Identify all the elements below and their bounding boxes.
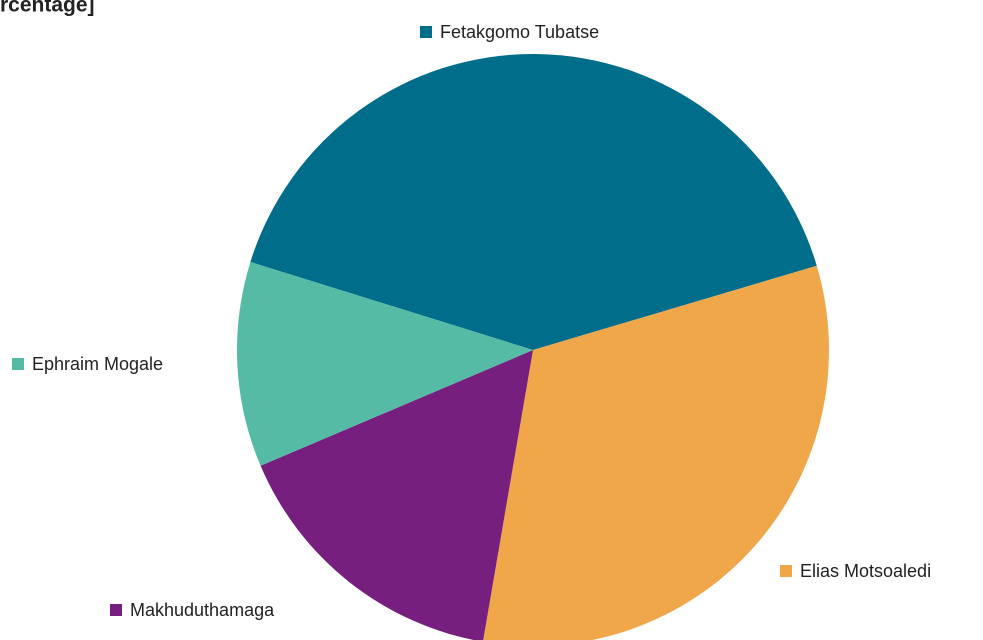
chart-title: rcentage] <box>0 0 95 17</box>
pie-slice <box>260 350 533 640</box>
pie-slice <box>250 53 817 350</box>
pie-slice <box>483 265 829 640</box>
legend-swatch <box>780 565 792 577</box>
legend-swatch <box>420 26 432 38</box>
slice-label: Fetakgomo Tubatse <box>440 22 599 42</box>
legend-swatch <box>12 358 24 370</box>
legend-swatch <box>110 604 122 616</box>
slice-label: Elias Motsoaledi <box>800 561 931 581</box>
pie-slice <box>236 261 533 466</box>
slice-label: Makhuduthamaga <box>130 600 275 620</box>
slice-label: Ephraim Mogale <box>32 354 163 374</box>
